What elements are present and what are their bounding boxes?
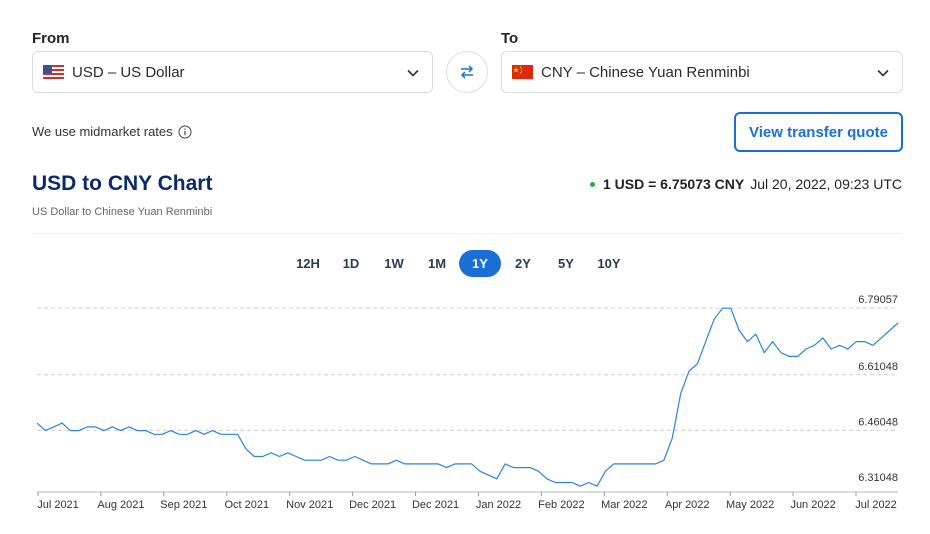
range-tab-1w[interactable]: 1W bbox=[384, 256, 404, 271]
x-tick-label: Jul 2021 bbox=[37, 499, 79, 511]
range-tab-5y[interactable]: 5Y bbox=[558, 256, 574, 271]
rate-timestamp: Jul 20, 2022, 09:23 UTC bbox=[750, 176, 902, 192]
x-tick-label: Jan 2022 bbox=[476, 499, 521, 511]
to-label: To bbox=[501, 30, 519, 47]
rate-chart: 6.79057 6.61048 6.46048 6.31048 Jul 2021 Aug … bbox=[36, 294, 899, 511]
from-label: From bbox=[32, 30, 70, 47]
range-tab-12h[interactable]: 12H bbox=[296, 256, 320, 271]
info-icon[interactable] bbox=[178, 125, 192, 139]
range-tab-10y[interactable]: 10Y bbox=[597, 256, 621, 271]
swap-currencies-button[interactable] bbox=[446, 51, 488, 93]
range-tab-1y[interactable]: 1Y bbox=[459, 250, 501, 277]
x-tick-label: Jul 2022 bbox=[855, 499, 897, 511]
x-tick-label: Dec 2021 bbox=[349, 499, 396, 511]
swap-arrows-icon bbox=[460, 65, 474, 79]
x-tick-label: Feb 2022 bbox=[538, 499, 584, 511]
chevron-down-icon bbox=[877, 69, 889, 77]
range-tab-2y[interactable]: 2Y bbox=[515, 256, 531, 271]
x-tick-label: Aug 2021 bbox=[97, 499, 144, 511]
x-tick-label: Nov 2021 bbox=[286, 499, 333, 511]
chart-subtitle: US Dollar to Chinese Yuan Renminbi bbox=[32, 206, 213, 218]
from-currency-select[interactable]: USD – US Dollar bbox=[32, 51, 433, 93]
midmarket-text: We use midmarket rates bbox=[32, 124, 173, 139]
range-tab-1d[interactable]: 1D bbox=[342, 256, 360, 271]
y-tick-label: 6.61048 bbox=[858, 361, 898, 373]
x-tick-label: Oct 2021 bbox=[224, 499, 269, 511]
to-currency-text: CNY – Chinese Yuan Renminbi bbox=[541, 63, 750, 81]
y-tick-label: 6.79057 bbox=[858, 294, 898, 306]
chart-title: USD to CNY Chart bbox=[32, 172, 213, 195]
china-flag-icon bbox=[512, 65, 533, 79]
divider bbox=[32, 233, 902, 234]
x-tick-label: Jun 2022 bbox=[790, 499, 835, 511]
x-tick-label: Apr 2022 bbox=[665, 499, 710, 511]
x-tick-label: Sep 2021 bbox=[160, 499, 207, 511]
series-line-0 bbox=[36, 307, 899, 487]
us-flag-icon bbox=[43, 65, 64, 79]
current-rate: 1 USD = 6.75073 CNY Jul 20, 2022, 09:23 … bbox=[589, 176, 902, 192]
x-tick-label: May 2022 bbox=[726, 499, 774, 511]
x-tick-label: Dec 2021 bbox=[412, 499, 459, 511]
y-tick-label: 6.46048 bbox=[858, 416, 898, 428]
rate-value: 1 USD = 6.75073 CNY bbox=[602, 176, 745, 192]
y-tick-label: 6.31048 bbox=[858, 472, 898, 484]
x-tick-label: Mar 2022 bbox=[601, 499, 647, 511]
range-tabs: 12H 1D 1W 1M 1Y 2Y 5Y 10Y bbox=[287, 250, 631, 277]
midmarket-note: We use midmarket rates bbox=[32, 124, 192, 139]
from-currency-text: USD – US Dollar bbox=[72, 63, 185, 81]
view-transfer-quote-button[interactable]: View transfer quote bbox=[734, 112, 903, 152]
live-dot-icon bbox=[589, 181, 595, 187]
chevron-down-icon bbox=[407, 69, 419, 77]
to-currency-select[interactable]: CNY – Chinese Yuan Renminbi bbox=[501, 51, 903, 93]
range-tab-1m[interactable]: 1M bbox=[427, 256, 447, 271]
